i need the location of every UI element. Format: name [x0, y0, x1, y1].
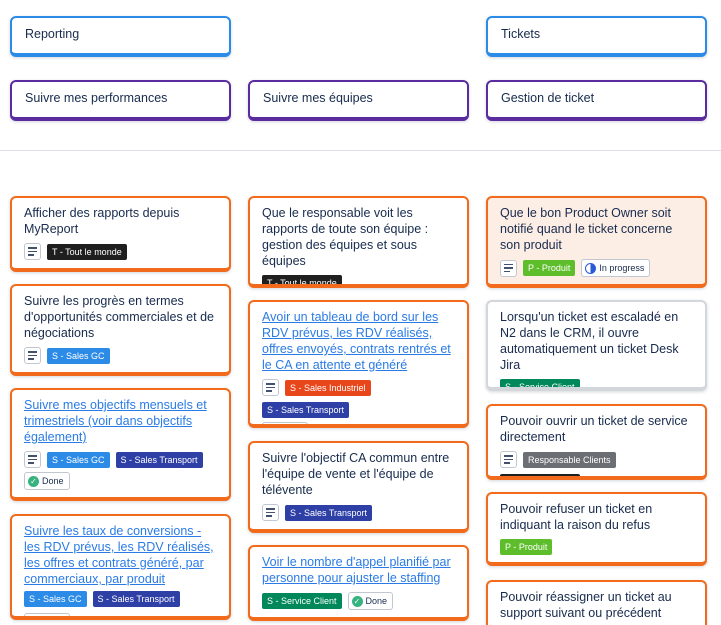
- label-tag: P - Produit: [523, 260, 576, 276]
- story-title: Lorsqu'un ticket est escaladé en N2 dans…: [500, 310, 679, 372]
- status-badge: ✓Done: [262, 422, 308, 429]
- story-card[interactable]: Lorsqu'un ticket est escaladé en N2 dans…: [486, 300, 707, 391]
- story-title: Afficher des rapports depuis MyReport: [24, 206, 180, 236]
- check-icon: ✓: [28, 475, 39, 487]
- label-tag: S - Service Client: [262, 593, 342, 609]
- label-tag: S - Sales Transport: [115, 451, 203, 468]
- story-card[interactable]: Pouvoir refuser un ticket en indiquant l…: [486, 492, 707, 566]
- check-icon: ✓: [351, 595, 363, 607]
- check-icon: ✓: [266, 426, 277, 429]
- epic-title: Tickets: [501, 27, 541, 41]
- description-icon: [24, 243, 41, 260]
- story-card[interactable]: Que le responsable voit les rapports de …: [248, 196, 469, 288]
- description-icon: [24, 451, 41, 468]
- story-title: Pouvoir réassigner un ticket au support …: [500, 590, 672, 620]
- story-title-link[interactable]: Suivre mes objectifs mensuels et trimest…: [24, 398, 207, 444]
- epic-card-equipes[interactable]: Suivre mes équipes: [248, 80, 469, 121]
- label-tag: S - Sales Transport: [285, 504, 373, 521]
- story-title-link[interactable]: Avoir un tableau de bord sur les RDV pré…: [262, 310, 451, 372]
- story-card[interactable]: Suivre les taux de conversions - les RDV…: [10, 514, 231, 620]
- label-tag: Responsable Clients: [523, 451, 616, 468]
- epic-title: Suivre mes performances: [25, 91, 168, 105]
- story-title: Pouvoir refuser un ticket en indiquant l…: [500, 502, 653, 532]
- story-title: Suivre l'objectif CA commun entre l'équi…: [262, 451, 450, 497]
- description-icon: [24, 347, 41, 364]
- story-title-link[interactable]: Voir le nombre d'appel planifié par pers…: [262, 555, 451, 585]
- label-tag: T - Tout le monde: [262, 275, 342, 284]
- description-icon: [500, 451, 517, 468]
- epic-card-performances[interactable]: Suivre mes performances: [10, 80, 231, 121]
- label-tag: S - Service Client: [500, 379, 580, 387]
- story-title: Que le responsable voit les rapports de …: [262, 206, 429, 268]
- status-badge: ✓Done: [347, 592, 394, 610]
- label-tag: S - Sales Transport: [262, 402, 350, 418]
- epic-title: Gestion de ticket: [501, 91, 595, 105]
- description-icon: [262, 379, 279, 396]
- status-badge: In progress: [581, 259, 651, 277]
- label-tag: S - Sales GC: [47, 347, 110, 364]
- story-title: Pouvoir ouvrir un ticket de service dire…: [500, 414, 688, 444]
- story-title-link[interactable]: Suivre les taux de conversions - les RDV…: [24, 524, 214, 586]
- epic-card-reporting[interactable]: Reporting: [10, 16, 231, 57]
- story-card-selected[interactable]: Que le bon Product Owner soit notifié qu…: [486, 196, 707, 288]
- story-card[interactable]: Suivre l'objectif CA commun entre l'équi…: [248, 441, 469, 533]
- story-title: Que le bon Product Owner soit notifié qu…: [500, 206, 673, 252]
- story-card[interactable]: Voir le nombre d'appel planifié par pers…: [248, 545, 469, 621]
- in-progress-icon: [585, 262, 597, 274]
- label-tag: S - Sales Transport: [92, 591, 180, 607]
- story-card[interactable]: Afficher des rapports depuis MyReport T …: [10, 196, 231, 272]
- story-card[interactable]: Pouvoir réassigner un ticket au support …: [486, 580, 707, 625]
- epic-card-gestion-ticket[interactable]: Gestion de ticket: [486, 80, 707, 121]
- label-tag: P - Produit: [500, 539, 553, 555]
- epic-title: Suivre mes équipes: [263, 91, 373, 105]
- story-title: Suivre les progrès en termes d'opportuni…: [24, 294, 214, 340]
- story-card[interactable]: Suivre les progrès en termes d'opportuni…: [10, 284, 231, 376]
- description-icon: [500, 259, 517, 277]
- status-badge: ✓Done: [24, 472, 70, 490]
- story-card[interactable]: Avoir un tableau de bord sur les RDV pré…: [248, 300, 469, 428]
- story-card[interactable]: Suivre mes objectifs mensuels et trimest…: [10, 388, 231, 501]
- epic-title: Reporting: [25, 27, 80, 41]
- section-divider: [0, 150, 721, 151]
- label-tag: T - Tout le monde: [47, 243, 127, 260]
- label-tag: T - Tout le monde: [500, 474, 580, 476]
- status-badge: ✓Done: [24, 613, 70, 621]
- story-card[interactable]: Pouvoir ouvrir un ticket de service dire…: [486, 404, 707, 480]
- description-icon: [262, 504, 279, 521]
- epic-card-tickets[interactable]: Tickets: [486, 16, 707, 57]
- label-tag: S - Sales Industriel: [285, 379, 371, 396]
- label-tag: S - Sales GC: [24, 591, 87, 607]
- label-tag: S - Sales GC: [47, 451, 110, 468]
- check-icon: ✓: [28, 617, 39, 621]
